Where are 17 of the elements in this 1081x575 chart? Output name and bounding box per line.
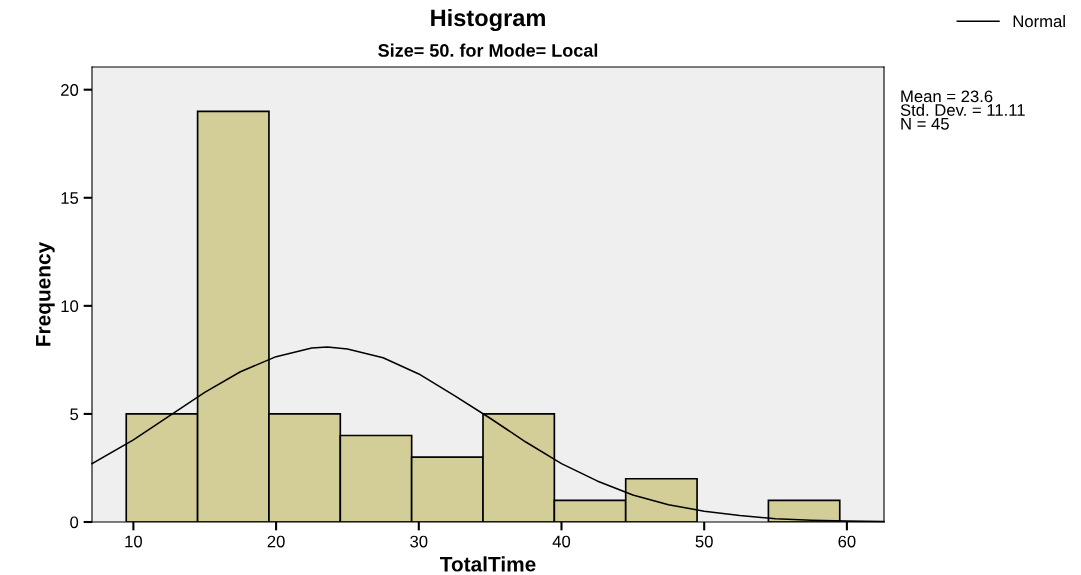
y-axis-title: Frequency [36, 241, 55, 346]
y-tick-label: 15 [61, 192, 79, 204]
y-tick-label: 5 [70, 408, 79, 421]
x-axis-title: TotalTime [439, 556, 536, 572]
chart-title: Histogram [431, 8, 545, 32]
y-tick-label: 0 [70, 516, 79, 529]
x-tick-label: 20 [267, 535, 285, 548]
chart-subtitle: Size= 50. for Mode= Local [378, 43, 598, 57]
x-tick-label: 40 [552, 535, 571, 548]
x-tick-label: 10 [125, 535, 142, 548]
text: Mean = 23.6 Std. Dev. = 11.11 N = 45 [900, 90, 1025, 130]
y-tick-label: 20 [61, 84, 79, 96]
legend-label: Normal [1013, 15, 1065, 28]
x-tick-label: 50 [695, 535, 713, 548]
x-tick-label: 30 [410, 535, 428, 548]
y-tick-label: 10 [61, 300, 79, 313]
x-tick-label: 60 [838, 535, 856, 548]
